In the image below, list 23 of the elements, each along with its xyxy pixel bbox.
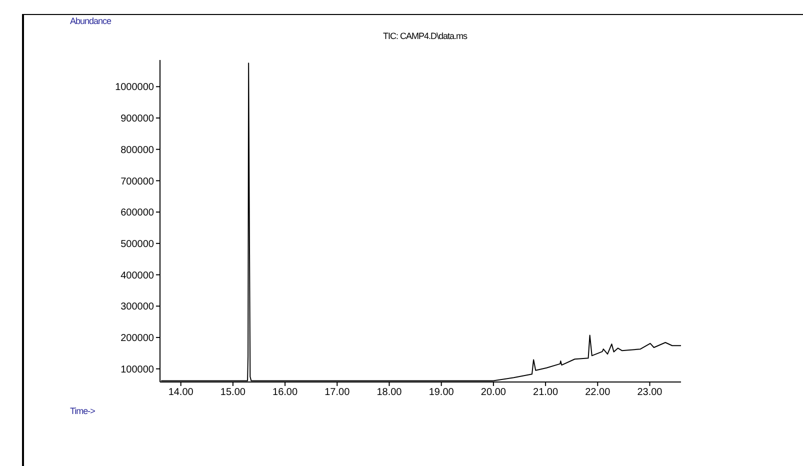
y-tick-label: 400000 bbox=[120, 270, 154, 282]
x-axis-title: Time-> bbox=[70, 406, 95, 416]
y-tick-label: 700000 bbox=[120, 176, 154, 188]
y-tick-label: 900000 bbox=[120, 114, 154, 125]
y-tick-label: 200000 bbox=[120, 333, 154, 344]
y-axis-title: Abundance bbox=[70, 16, 112, 26]
y-tick-label: 300000 bbox=[120, 302, 154, 313]
y-tick-label: 500000 bbox=[120, 238, 154, 250]
y-tick-label: 1000000 bbox=[115, 82, 154, 94]
x-tick-label: 14.00 bbox=[168, 387, 194, 398]
y-tick-label: 800000 bbox=[120, 144, 154, 156]
x-tick-label: 16.00 bbox=[272, 387, 298, 398]
x-tick-label: 17.00 bbox=[324, 387, 350, 398]
y-tick-label: 100000 bbox=[120, 364, 154, 376]
chart-title: TIC: CAMP4.D\data.ms bbox=[382, 31, 468, 41]
x-tick-label: 19.00 bbox=[428, 387, 454, 398]
x-tick-label: 18.00 bbox=[376, 387, 402, 398]
x-tick-label: 15.00 bbox=[220, 387, 246, 398]
x-tick-label: 23.00 bbox=[637, 387, 663, 398]
x-tick-label: 22.00 bbox=[585, 387, 611, 398]
x-tick-label: 21.00 bbox=[533, 387, 558, 398]
x-tick-label: 20.00 bbox=[480, 387, 506, 398]
y-tick-label: 600000 bbox=[120, 208, 154, 219]
